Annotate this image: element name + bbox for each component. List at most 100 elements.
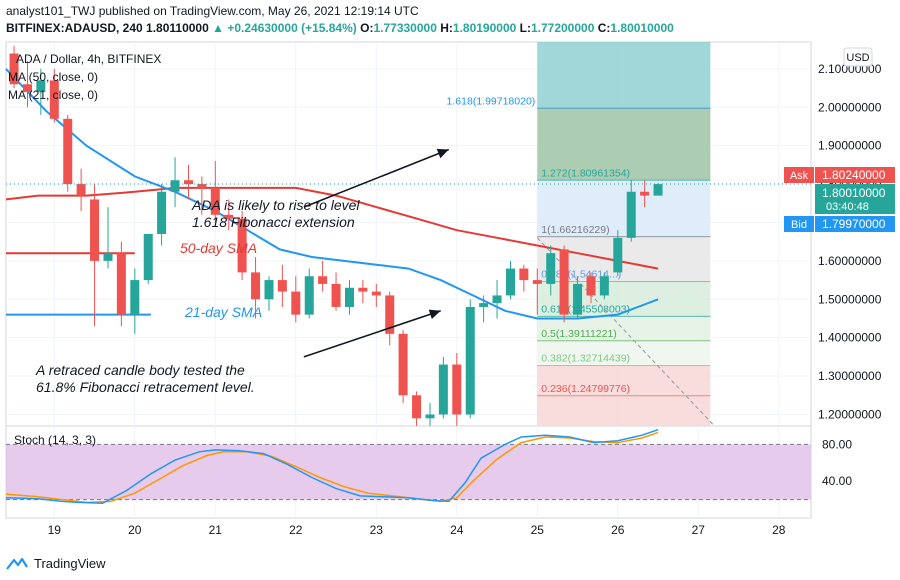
- candle-body: [63, 118, 73, 185]
- bid-label: Bid: [791, 219, 807, 231]
- candle: [425, 402, 435, 426]
- candle-body: [425, 414, 435, 419]
- fib-label-1: 1(1.66216229): [541, 224, 609, 236]
- candle-body: [465, 306, 475, 415]
- candle-body: [76, 184, 86, 196]
- candle-body: [371, 291, 381, 296]
- close-label: C:: [597, 21, 611, 35]
- candle: [519, 264, 529, 292]
- price-tick-label: 2.00000000: [818, 100, 882, 114]
- fib-extension[interactable]: 1.618(1.99718020) 1.272(1.80961354) 1(1.66…: [447, 42, 715, 427]
- candle: [398, 330, 408, 403]
- candle: [653, 183, 663, 196]
- candle: [344, 280, 354, 315]
- price-change: ▲ +0.24630000 (+15.84%): [212, 21, 357, 35]
- fib-label-1.272: 1.272(1.80961354): [541, 167, 630, 179]
- candle-body: [358, 287, 368, 292]
- candle-body: [170, 180, 180, 192]
- candle-body: [438, 364, 448, 415]
- price-tick-label: 1.20000000: [818, 407, 882, 421]
- close-value: 1.80010000: [610, 21, 674, 35]
- time-tick-label: 22: [289, 523, 303, 537]
- time-tick-label: 26: [611, 523, 625, 537]
- candle-body: [183, 180, 193, 185]
- candle: [9, 45, 19, 89]
- fib-zone-1: [537, 180, 711, 238]
- fib-label-0.382: 0.382(1.32714439): [541, 353, 630, 365]
- candles: [6, 45, 811, 426]
- candle: [640, 180, 650, 208]
- candle: [63, 114, 73, 192]
- stoch-k-line: [5, 428, 659, 505]
- candle-body: [264, 280, 274, 300]
- time-tick-label: 25: [531, 523, 545, 537]
- candle-body: [304, 276, 314, 315]
- ma21-line: [5, 68, 659, 320]
- candle: [599, 272, 609, 300]
- candle-body: [626, 191, 636, 238]
- candle-body: [49, 80, 59, 119]
- fib-label-0.236: 0.236(1.24799776): [541, 383, 630, 395]
- ask-badge: Ask 1.80240000: [784, 167, 895, 183]
- candle-body: [640, 191, 650, 196]
- candle: [505, 260, 515, 300]
- candle: [358, 280, 368, 304]
- high-label: H:: [440, 21, 453, 35]
- candle-body: [210, 187, 220, 215]
- arrow-head: [428, 309, 441, 320]
- ohlc-header: BITFINEX:ADAUSD, 240 1.80110000 ▲ +0.246…: [6, 21, 674, 35]
- footer-brand[interactable]: TradingView: [6, 552, 106, 574]
- candle: [251, 257, 261, 319]
- stoch-label: Stoch (14, 3, 3): [14, 433, 96, 447]
- arrow-line: [303, 310, 441, 358]
- bid-value: 1.79970000: [822, 217, 886, 231]
- candle: [116, 241, 126, 327]
- candle-body: [331, 283, 341, 307]
- candle: [613, 230, 623, 277]
- candle: [143, 234, 153, 284]
- stoch-tick-label: 40.00: [822, 474, 852, 488]
- time-tick-label: 21: [209, 523, 223, 537]
- candle: [479, 295, 489, 323]
- ask-value: 1.80240000: [822, 168, 886, 182]
- candle-body: [318, 276, 328, 284]
- arrow-line: [303, 148, 450, 208]
- candle-body: [546, 253, 556, 284]
- candle: [304, 268, 314, 319]
- candle: [532, 268, 542, 315]
- bid-badge: Bid 1.79970000: [784, 216, 895, 232]
- sma21-label: 21-day SMA: [184, 304, 262, 320]
- candle-body: [22, 84, 32, 92]
- candle-body: [116, 253, 126, 315]
- candle-body: [130, 280, 140, 315]
- legend-title: ADA / Dollar, 4h, BITFINEX: [16, 52, 161, 66]
- currency-button[interactable]: USD: [843, 47, 873, 67]
- candle-body: [613, 237, 623, 273]
- arrow-head: [436, 148, 449, 159]
- fib-zone-0: [537, 396, 711, 426]
- candle: [103, 207, 113, 269]
- candle: [438, 356, 448, 419]
- candle-body: [505, 268, 515, 296]
- candle: [586, 272, 596, 304]
- time-tick-label: 20: [128, 523, 142, 537]
- candle-body: [398, 333, 408, 396]
- candle: [22, 61, 32, 108]
- bar-timer: 03:40:48: [826, 201, 869, 213]
- candle: [49, 68, 59, 123]
- candle-body: [36, 80, 46, 92]
- ask-label: Ask: [790, 170, 809, 182]
- annotation-retrace-line1: A retraced candle body tested the: [35, 362, 245, 378]
- candle-body: [599, 276, 609, 296]
- fib-zone-1.272: [537, 108, 711, 181]
- candle-body: [291, 291, 301, 315]
- candle: [371, 283, 381, 307]
- fib-label-0.5: 0.5(1.39111221): [541, 328, 617, 340]
- candle-body: [251, 272, 261, 300]
- open-value: 1.77330000: [373, 21, 437, 35]
- low-value: 1.77200000: [530, 21, 595, 35]
- low-label: L:: [519, 21, 531, 35]
- drawings[interactable]: [303, 148, 450, 358]
- current-price-badge: 1.80010000 03:40:48: [815, 184, 895, 214]
